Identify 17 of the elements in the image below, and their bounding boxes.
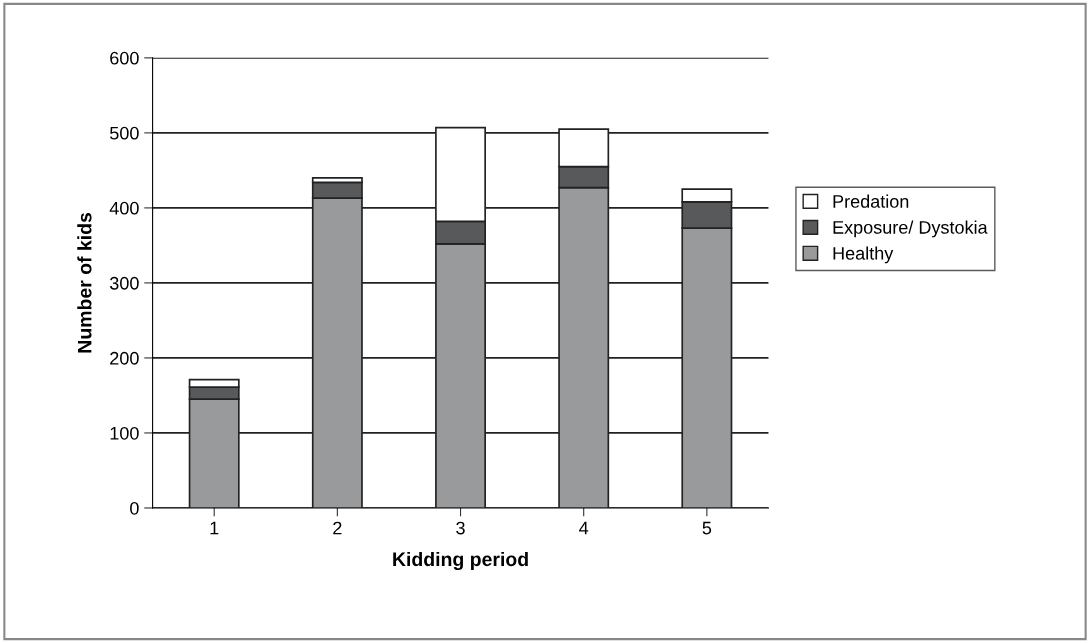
x-tick-label: 1 bbox=[210, 521, 219, 535]
legend-label: Predation bbox=[833, 194, 909, 208]
y-tick-label: 200 bbox=[110, 351, 139, 365]
y-tick-label: 100 bbox=[110, 426, 139, 440]
x-tick-label: 5 bbox=[702, 521, 712, 535]
x-tick-label: 2 bbox=[333, 521, 342, 535]
y-tick-label: 600 bbox=[110, 51, 139, 65]
y-tick-label: 0 bbox=[130, 501, 139, 515]
legend-label: Healthy bbox=[833, 246, 894, 264]
x-axis-title: Kidding period bbox=[393, 551, 528, 571]
legend-label: Exposure/ Dystokia bbox=[833, 220, 988, 238]
y-axis-title: Number of kids bbox=[77, 212, 92, 353]
y-tick-label: 400 bbox=[109, 201, 139, 215]
y-tick-label: 300 bbox=[109, 276, 139, 290]
x-tick-label: 3 bbox=[456, 521, 465, 535]
x-tick-label: 4 bbox=[579, 521, 589, 535]
y-tick-label: 500 bbox=[110, 126, 139, 140]
